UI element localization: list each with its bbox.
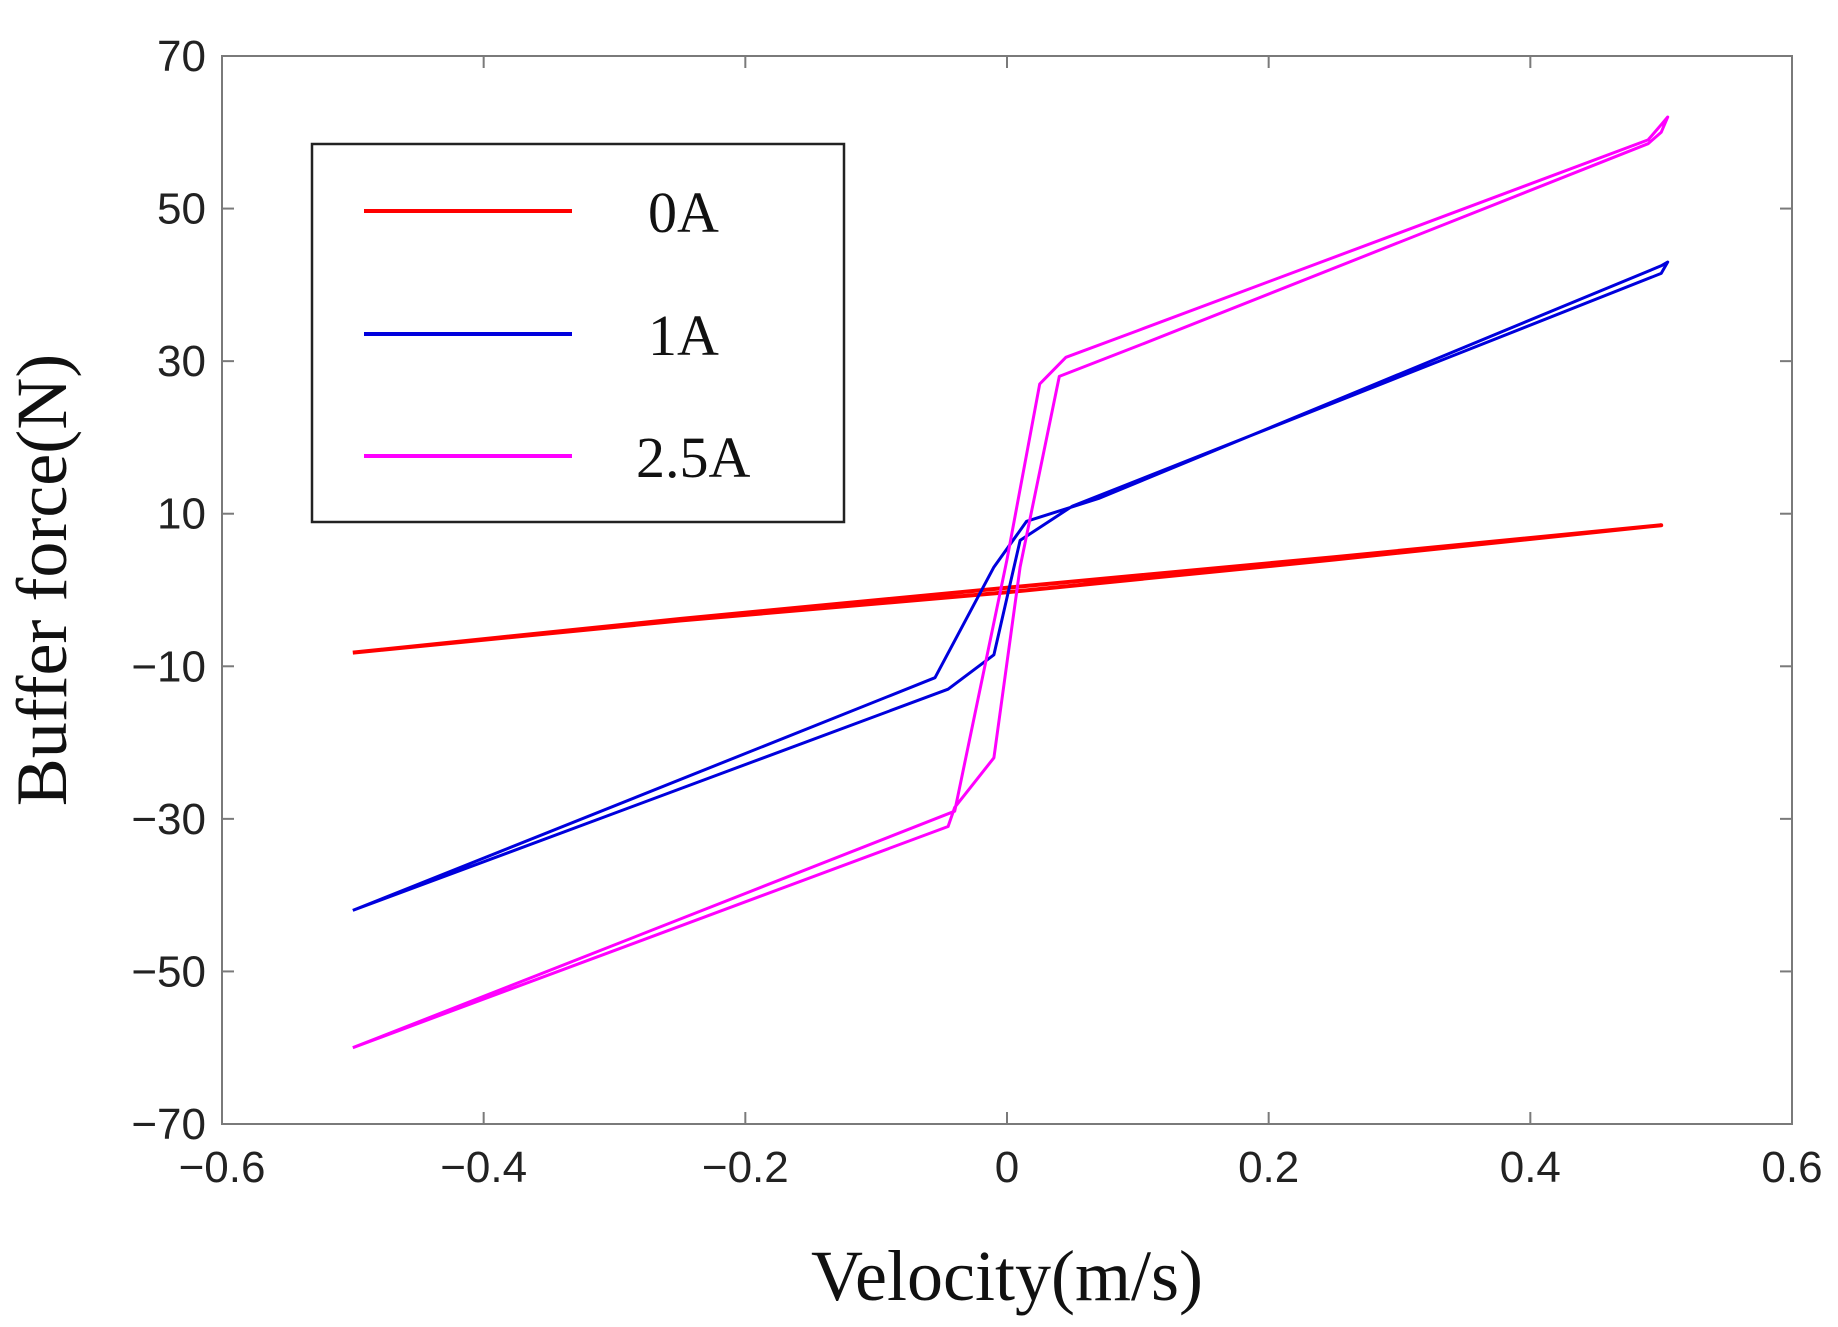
series-line-0a (352, 523, 1664, 655)
x-tick-label: −0.6 (179, 1143, 266, 1192)
y-tick-label: −70 (131, 1100, 206, 1149)
x-tick-label: 0.6 (1761, 1143, 1822, 1192)
x-tick-label: 0 (995, 1143, 1019, 1192)
x-tick-label: −0.4 (440, 1143, 527, 1192)
y-tick-label: 30 (157, 337, 206, 386)
y-axis-label: Buffer force(N) (2, 354, 82, 806)
legend-label-0a: 0A (648, 180, 719, 245)
series-group (352, 115, 1670, 1050)
x-tick-label: 0.4 (1500, 1143, 1561, 1192)
series-line-2-5a (352, 115, 1670, 1050)
y-tick-label: 10 (157, 490, 206, 539)
x-tick-label: 0.2 (1238, 1143, 1299, 1192)
y-tick-label: −30 (131, 795, 206, 844)
legend-label-1a: 1A (648, 303, 719, 368)
ticks-group: −0.6 −0.4 −0.2 0 0.2 0.4 0.6 −70 −50 −30 −10 10 30 50… (131, 32, 1822, 1192)
series-line-1a (352, 260, 1670, 912)
legend-label-2-5a: 2.5A (636, 425, 751, 490)
y-tick-label: −50 (131, 947, 206, 996)
y-tick-label: 50 (157, 185, 206, 234)
y-tick-label: −10 (131, 642, 206, 691)
legend: 0A 1A 2.5A (310, 142, 846, 524)
x-tick-label: −0.2 (702, 1143, 789, 1192)
x-axis-label: Velocity(m/s) (811, 1236, 1203, 1316)
y-tick-label: 70 (157, 32, 206, 81)
